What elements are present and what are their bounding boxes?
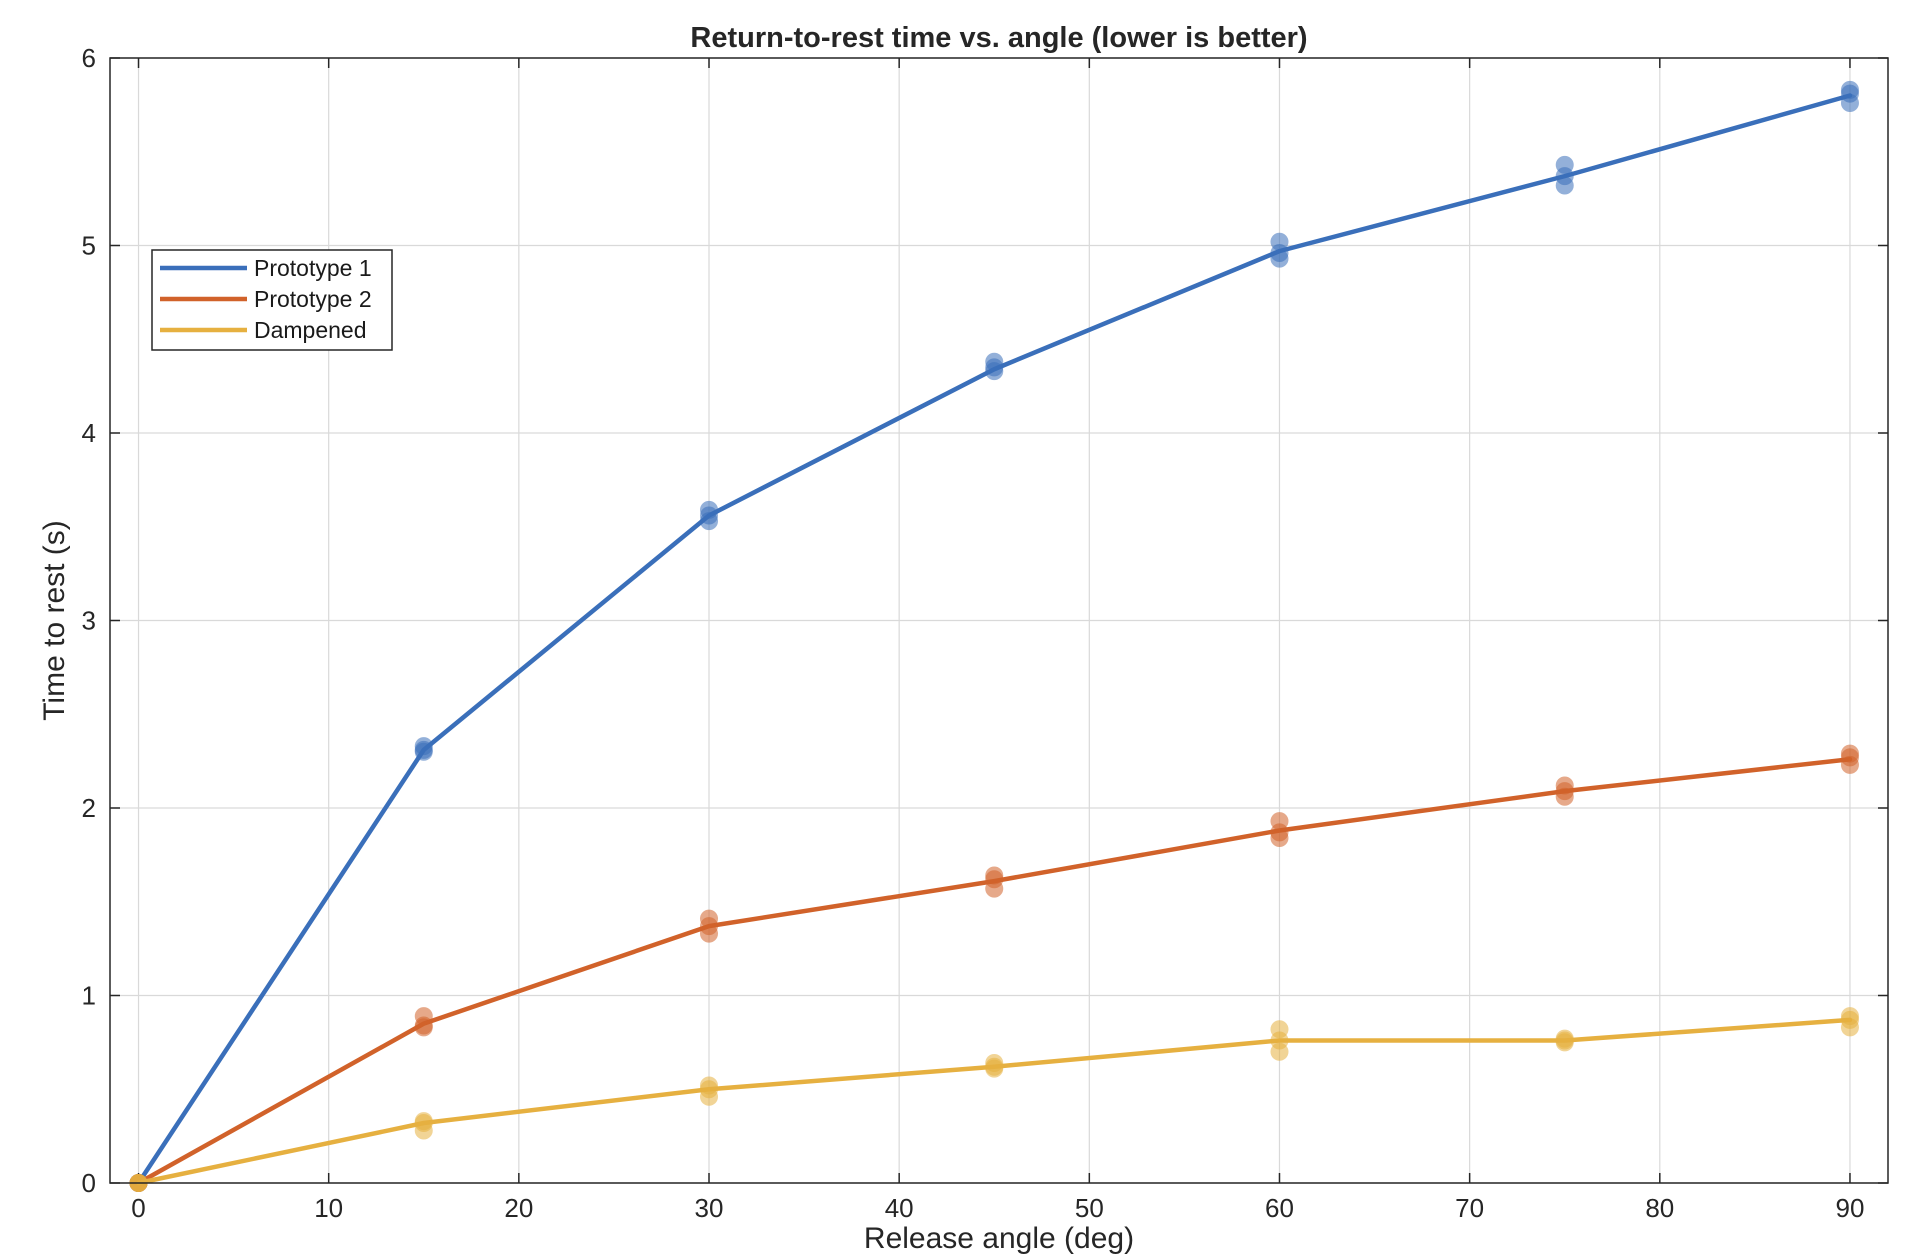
x-tick-label: 10 — [314, 1193, 343, 1223]
legend-label: Prototype 1 — [254, 255, 372, 281]
x-tick-label: 70 — [1455, 1193, 1484, 1223]
mean-line — [136, 757, 1853, 1186]
x-tick-label: 90 — [1836, 1193, 1865, 1223]
y-tick-label: 3 — [82, 606, 96, 636]
legend-label: Dampened — [254, 317, 367, 343]
legend-item: Prototype 1 — [160, 255, 372, 281]
x-tick-label: 80 — [1645, 1193, 1674, 1223]
x-tick-label: 0 — [131, 1193, 145, 1223]
y-tick-label: 6 — [82, 43, 96, 73]
chart-title: Return-to-rest time vs. angle (lower is … — [690, 22, 1307, 54]
y-tick-label: 2 — [82, 793, 96, 823]
x-tick-label: 20 — [504, 1193, 533, 1223]
y-tick-label: 0 — [82, 1168, 96, 1198]
x-tick-label: 40 — [885, 1193, 914, 1223]
axis-ticks — [110, 57, 1888, 1184]
series-dampened — [129, 1007, 1859, 1192]
mean-line — [136, 1017, 1853, 1186]
plot-area-frame — [109, 57, 1889, 1184]
series-prototype-1 — [129, 80, 1859, 1192]
y-axis-label: Time to rest (s) — [38, 520, 71, 721]
legend-item: Dampened — [160, 317, 367, 343]
x-tick-label: 60 — [1265, 1193, 1294, 1223]
x-tick-label: 50 — [1075, 1193, 1104, 1223]
mean-line — [136, 93, 1853, 1186]
tick-labels: 0 10 20 30 40 50 60 70 80 90 0 1 2 3 4 5 6 — [82, 43, 1865, 1223]
plot-series — [129, 80, 1859, 1192]
legend-item: Prototype 2 — [160, 286, 372, 312]
x-axis-label: Release angle (deg) — [864, 1222, 1134, 1255]
legend-label: Prototype 2 — [254, 286, 372, 312]
legend: Prototype 1 Prototype 2 Dampened — [151, 249, 393, 351]
x-tick-label: 30 — [695, 1193, 724, 1223]
y-tick-label: 1 — [82, 981, 96, 1011]
y-tick-label: 4 — [82, 418, 96, 448]
y-tick-label: 5 — [82, 231, 96, 261]
